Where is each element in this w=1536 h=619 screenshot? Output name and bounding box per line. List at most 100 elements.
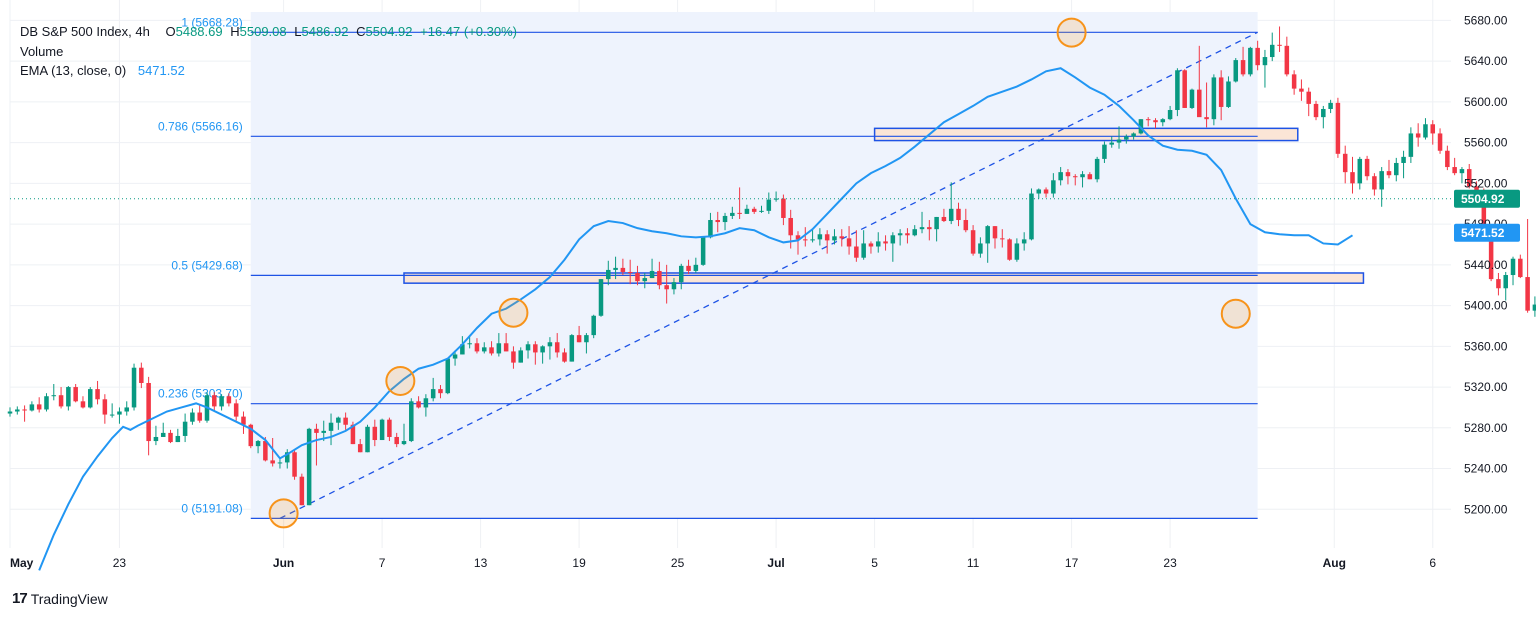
candle-body (489, 347, 494, 354)
candle-body (1299, 88, 1304, 92)
candle-body (1087, 174, 1093, 180)
candle-body (927, 227, 932, 230)
candle-body (22, 409, 27, 411)
candle-body (1437, 133, 1443, 151)
candle-body (620, 267, 626, 272)
candle-body (1379, 171, 1384, 190)
candle-body (270, 460, 275, 464)
price-tick-label: 5200.00 (1464, 502, 1508, 516)
candle-body (409, 401, 414, 442)
candle-body (255, 441, 261, 447)
candle-body (562, 352, 567, 362)
candle-body (321, 430, 326, 433)
candle-body (467, 343, 472, 345)
time-tick-label: 6 (1429, 556, 1436, 570)
candle-body (7, 411, 13, 414)
close-value: 5504.92 (365, 24, 413, 39)
open-label: O (165, 24, 176, 39)
candle-body (1153, 120, 1158, 123)
candle-body (350, 424, 356, 445)
candle-body (1058, 172, 1063, 181)
candle-body (584, 335, 589, 343)
candle-body (197, 412, 202, 421)
change-value: +16.47 (+0.30%) (420, 24, 517, 39)
support-resistance-zones[interactable] (403, 127, 1365, 284)
candle-body (795, 235, 801, 240)
candle-body (1072, 176, 1078, 178)
time-tick-label: 25 (671, 556, 685, 570)
candle-body (372, 426, 378, 441)
symbol-label: DB S&P 500 Index, 4h (20, 24, 150, 39)
candle-body (817, 234, 823, 240)
candle-body (766, 199, 772, 211)
candle-body (897, 233, 903, 236)
time-tick-label: 13 (474, 556, 488, 570)
candle-body (29, 404, 35, 411)
candle-body (401, 441, 407, 445)
time-tick-label: 19 (572, 556, 586, 570)
candle-body (219, 396, 224, 407)
candle-body (598, 279, 604, 316)
highlight-circle (1220, 298, 1251, 329)
candle-body (1189, 89, 1195, 108)
candle-body (1175, 70, 1180, 111)
highlight-circles[interactable] (268, 17, 1251, 529)
candle-body (985, 226, 990, 244)
low-label: L (294, 24, 302, 39)
candle-body (292, 452, 297, 477)
candle-body (1269, 44, 1275, 58)
candle-body (1466, 169, 1472, 187)
candle-body (635, 272, 640, 282)
candle-body (299, 476, 305, 506)
fib-trend-line (279, 31, 1258, 519)
candle-body (328, 422, 334, 431)
candle-body (642, 278, 648, 282)
candle-body (1262, 57, 1268, 66)
fib-range-background (250, 12, 1258, 519)
candle-body (190, 412, 195, 422)
candle-body (73, 387, 78, 402)
candle-body (846, 238, 852, 247)
candle-body (1167, 110, 1173, 120)
candle-body (87, 389, 93, 408)
price-axis[interactable]: 5200.00 5240.00 5280.00 5320.00 5360.00 5400.… (1454, 13, 1520, 516)
candle-body (1357, 158, 1363, 184)
candle-body (1277, 44, 1282, 46)
candle-body (781, 198, 786, 218)
candle-body (737, 212, 742, 214)
candle-body (919, 227, 925, 230)
candle-body (445, 358, 451, 394)
time-axis[interactable]: May 23 Jun 7 13 19 25 Jul 5 11 17 23 Aug 6 (10, 556, 1436, 570)
candle-body (474, 343, 480, 352)
fib-background (250, 12, 1258, 519)
candle-body (314, 428, 319, 433)
candle-body (44, 396, 49, 410)
trend-line[interactable] (279, 31, 1258, 519)
time-tick-label: 23 (1163, 556, 1177, 570)
candle-body (226, 396, 232, 404)
candle-body (306, 428, 312, 506)
candle-body (438, 389, 443, 394)
candle-body (430, 389, 436, 399)
candle-body (182, 421, 188, 436)
candle-body (883, 241, 888, 244)
candle-body (503, 343, 509, 352)
candle-body (606, 269, 611, 280)
ema-row: EMA (13, close, 0) 5471.52 (20, 61, 517, 81)
candle-body (839, 236, 845, 239)
price-tick-label: 5680.00 (1464, 13, 1508, 27)
time-tick-label: Jun (273, 556, 294, 570)
candle-body (1430, 124, 1436, 134)
candlestick-series (7, 26, 1536, 506)
price-tick-label: 5520.00 (1464, 176, 1508, 190)
candle-body (1518, 258, 1523, 278)
fibonacci-retracement[interactable]: 1 (5668.28) 0.786 (5566.16) 0.5 (5429.68) 0… (158, 15, 1258, 519)
time-tick-label: Aug (1323, 556, 1346, 570)
candle-body (854, 246, 859, 258)
candle-body (693, 264, 699, 271)
tradingview-logo[interactable]: 17 TradingView (12, 590, 108, 607)
candle-body (890, 235, 896, 244)
candle-body (168, 432, 173, 443)
candle-body (722, 215, 728, 223)
